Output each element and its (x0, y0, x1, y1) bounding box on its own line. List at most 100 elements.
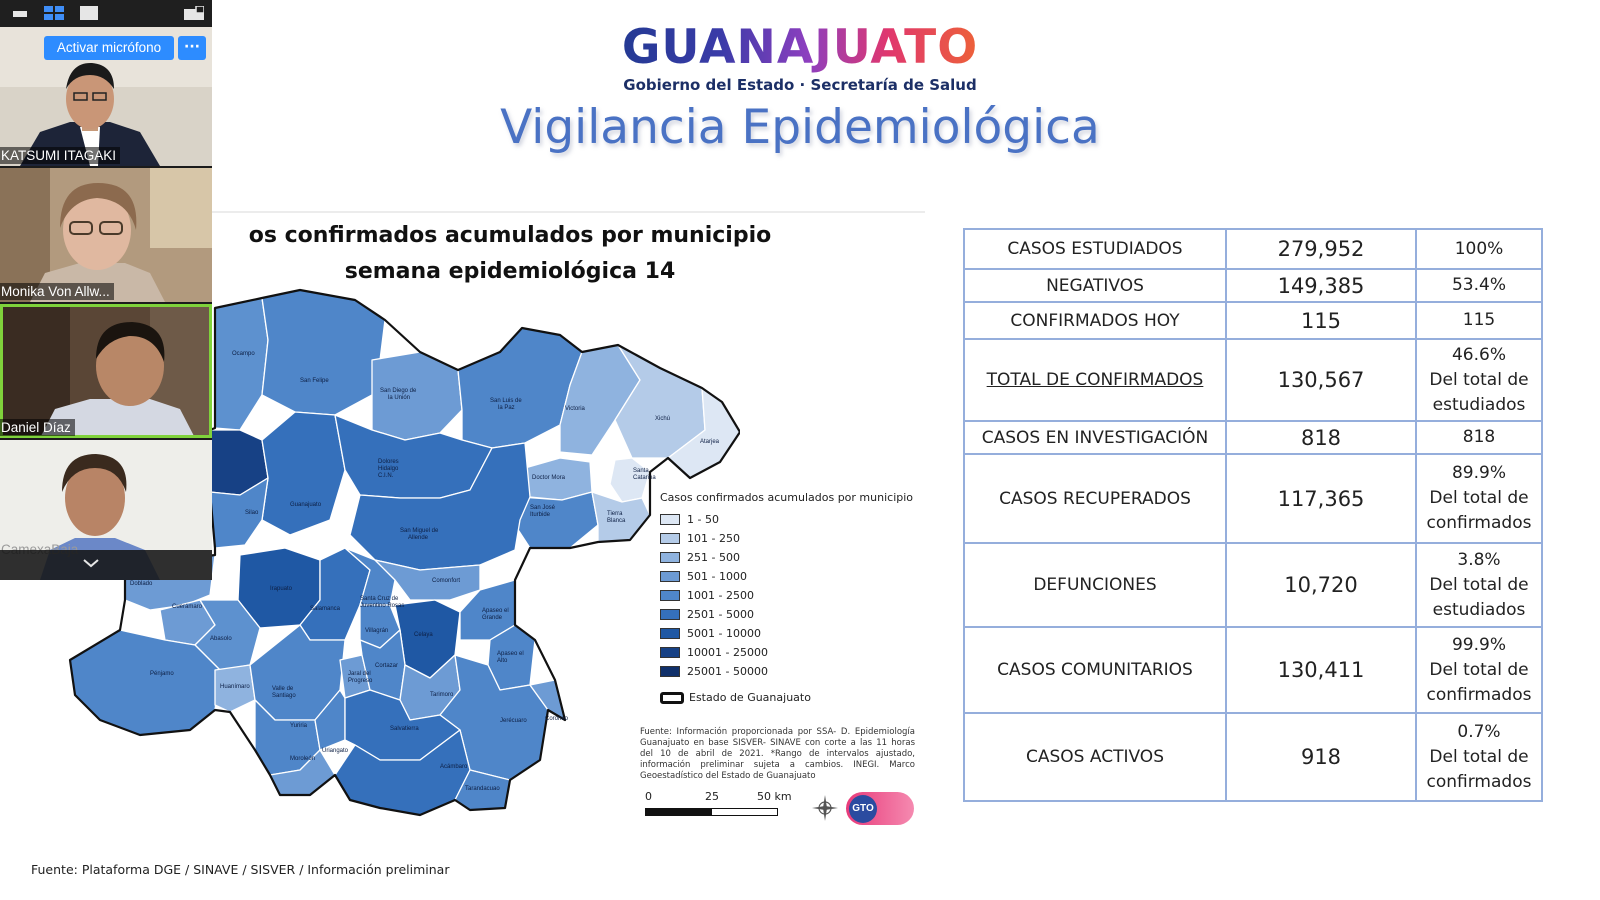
row-pct-cell: 89.9% Del total de confirmados (1415, 453, 1543, 544)
chevron-down-icon[interactable] (82, 556, 100, 570)
row-label: TOTAL DE CONFIRMADOS (963, 338, 1227, 422)
participant-tile-active[interactable]: Daniel Díaz (0, 304, 212, 438)
table-row: CASOS COMUNITARIOS 130,411 99.9% Del tot… (963, 626, 1543, 714)
svg-text:Abasolo: Abasolo (210, 636, 232, 642)
svg-text:Apaseo el: Apaseo el (482, 608, 509, 614)
footer-source: Fuente: Plataforma DGE / SINAVE / SISVER… (31, 862, 450, 877)
participant-tile[interactable]: Monika Von Allw... (0, 168, 212, 302)
scale-label-25: 25 (705, 790, 719, 803)
svg-text:Hidalgo: Hidalgo (378, 466, 399, 472)
participant-name: Daniel Díaz (0, 419, 75, 436)
svg-text:C.I.N.: C.I.N. (378, 473, 394, 479)
svg-text:Victoria: Victoria (565, 406, 586, 412)
svg-text:Allende: Allende (408, 535, 429, 541)
row-pct: 99.9% (1451, 634, 1506, 655)
row-pct-cell: 0.7% Del total de confirmados (1415, 712, 1543, 802)
scale-bar: 0 25 50 km (645, 790, 805, 816)
row-label: CASOS ESTUDIADOS (963, 228, 1227, 270)
svg-text:Salvatierra: Salvatierra (390, 726, 419, 732)
row-pct: 46.6% (1451, 344, 1506, 365)
municipio-guanajuato (261, 411, 346, 536)
svg-text:Guanajuato: Guanajuato (290, 502, 322, 508)
legend-title: Casos confirmados acumulados por municip… (660, 491, 914, 504)
svg-text:Pénjamo: Pénjamo (150, 671, 174, 677)
svg-text:Cuerámaro: Cuerámaro (172, 604, 203, 610)
table-row: TOTAL DE CONFIRMADOS 130,567 46.6% Del t… (963, 338, 1543, 422)
svg-text:Atarjea: Atarjea (700, 439, 720, 445)
svg-text:Acámbaro: Acámbaro (440, 764, 468, 770)
gto-logo-text: GTO (849, 794, 877, 823)
legend-swatch (660, 552, 680, 563)
svg-text:San Miguel de: San Miguel de (400, 528, 439, 534)
row-label: CASOS ACTIVOS (963, 712, 1227, 802)
brand-name: GUANAJUATO (600, 20, 1000, 76)
call-toolbar (0, 0, 212, 27)
legend-label: 101 - 250 (687, 532, 740, 545)
row-pct: 115 (1415, 301, 1543, 340)
svg-text:Doctor Mora: Doctor Mora (532, 475, 566, 481)
participant-video (0, 168, 212, 302)
municipio-comonfort (374, 559, 481, 601)
legend-label: 2501 - 5000 (687, 608, 754, 621)
gallery-view-icon[interactable] (44, 6, 64, 20)
compass-icon (812, 795, 838, 821)
svg-text:Moroleón: Moroleón (290, 756, 315, 762)
legend-label: 25001 - 50000 (687, 665, 768, 678)
row-label: NEGATIVOS (963, 268, 1227, 303)
svg-text:la Unión: la Unión (388, 395, 410, 401)
row-value: 149,385 (1225, 268, 1417, 303)
svg-text:Santa: Santa (633, 468, 649, 474)
more-options-button[interactable]: ··· (178, 36, 206, 60)
legend-item: 1001 - 2500 (660, 586, 930, 605)
svg-text:Grande: Grande (482, 615, 503, 621)
svg-text:Uriangato: Uriangato (322, 748, 349, 754)
table-row: CASOS ACTIVOS 918 0.7% Del total de conf… (963, 712, 1543, 802)
legend-item: 25001 - 50000 (660, 662, 930, 681)
scale-label-50: 50 km (757, 790, 792, 803)
scale-label-0: 0 (645, 790, 652, 803)
map-legend: Casos confirmados acumulados por municip… (660, 491, 930, 704)
legend-swatch (660, 666, 680, 677)
exit-fullscreen-icon[interactable] (184, 6, 204, 20)
legend-border-label: Estado de Guanajuato (689, 691, 811, 704)
svg-text:Xichú: Xichú (655, 416, 670, 422)
row-note: Del total de confirmados (1426, 488, 1532, 533)
svg-text:Huanímaro: Huanímaro (220, 684, 250, 690)
map-title-line2: semana epidemiológica 14 (344, 259, 676, 284)
map-source-note: Fuente: Información proporcionada por SS… (640, 727, 915, 781)
svg-text:Santiago: Santiago (272, 693, 296, 699)
participant-name: KATSUMI ITAGAKI (0, 147, 121, 164)
row-note: Del total de estudiados (1429, 574, 1529, 620)
row-value: 918 (1225, 712, 1417, 802)
svg-text:San Diego de: San Diego de (380, 388, 417, 394)
slide-title: Vigilancia Epidemiológica (500, 100, 1100, 155)
legend-label: 5001 - 10000 (687, 627, 761, 640)
row-value: 10,720 (1225, 542, 1417, 628)
legend-swatch (660, 514, 680, 525)
speaker-view-icon[interactable] (80, 6, 98, 20)
legend-items: 1 - 50 101 - 250 251 - 500 501 - 1000 1001 -… (660, 510, 930, 681)
guanajuato-map: Ocampo San Felipe San Diego de la Unión … (68, 288, 740, 817)
svg-text:Irapuato: Irapuato (270, 586, 293, 592)
map-title: os confirmados acumulados por municipio … (200, 218, 820, 290)
svg-text:Jaral del: Jaral del (348, 671, 371, 677)
legend-item: 2501 - 5000 (660, 605, 930, 624)
legend-label: 10001 - 25000 (687, 646, 768, 659)
brand-subtitle: Gobierno del Estado · Secretaría de Salu… (623, 76, 977, 94)
svg-text:Ocampo: Ocampo (232, 351, 255, 357)
row-pct: 3.8% (1457, 549, 1501, 570)
svg-text:Celaya: Celaya (414, 632, 433, 638)
minimize-icon[interactable] (12, 6, 28, 20)
table-row: CASOS EN INVESTIGACIÓN 818 818 (963, 420, 1543, 455)
svg-text:la Paz: la Paz (498, 405, 515, 411)
row-pct: 53.4% (1415, 268, 1543, 303)
svg-text:Cortazar: Cortazar (375, 663, 398, 669)
legend-item: 101 - 250 (660, 529, 930, 548)
svg-text:San Luis de: San Luis de (490, 398, 522, 404)
participants-scroll-bar[interactable] (0, 550, 212, 580)
legend-swatch (660, 533, 680, 544)
legend-label: 1001 - 2500 (687, 589, 754, 602)
svg-text:Catarina: Catarina (633, 475, 656, 481)
unmute-button[interactable]: Activar micrófono (44, 36, 174, 60)
row-pct-cell: 3.8% Del total de estudiados (1415, 542, 1543, 628)
